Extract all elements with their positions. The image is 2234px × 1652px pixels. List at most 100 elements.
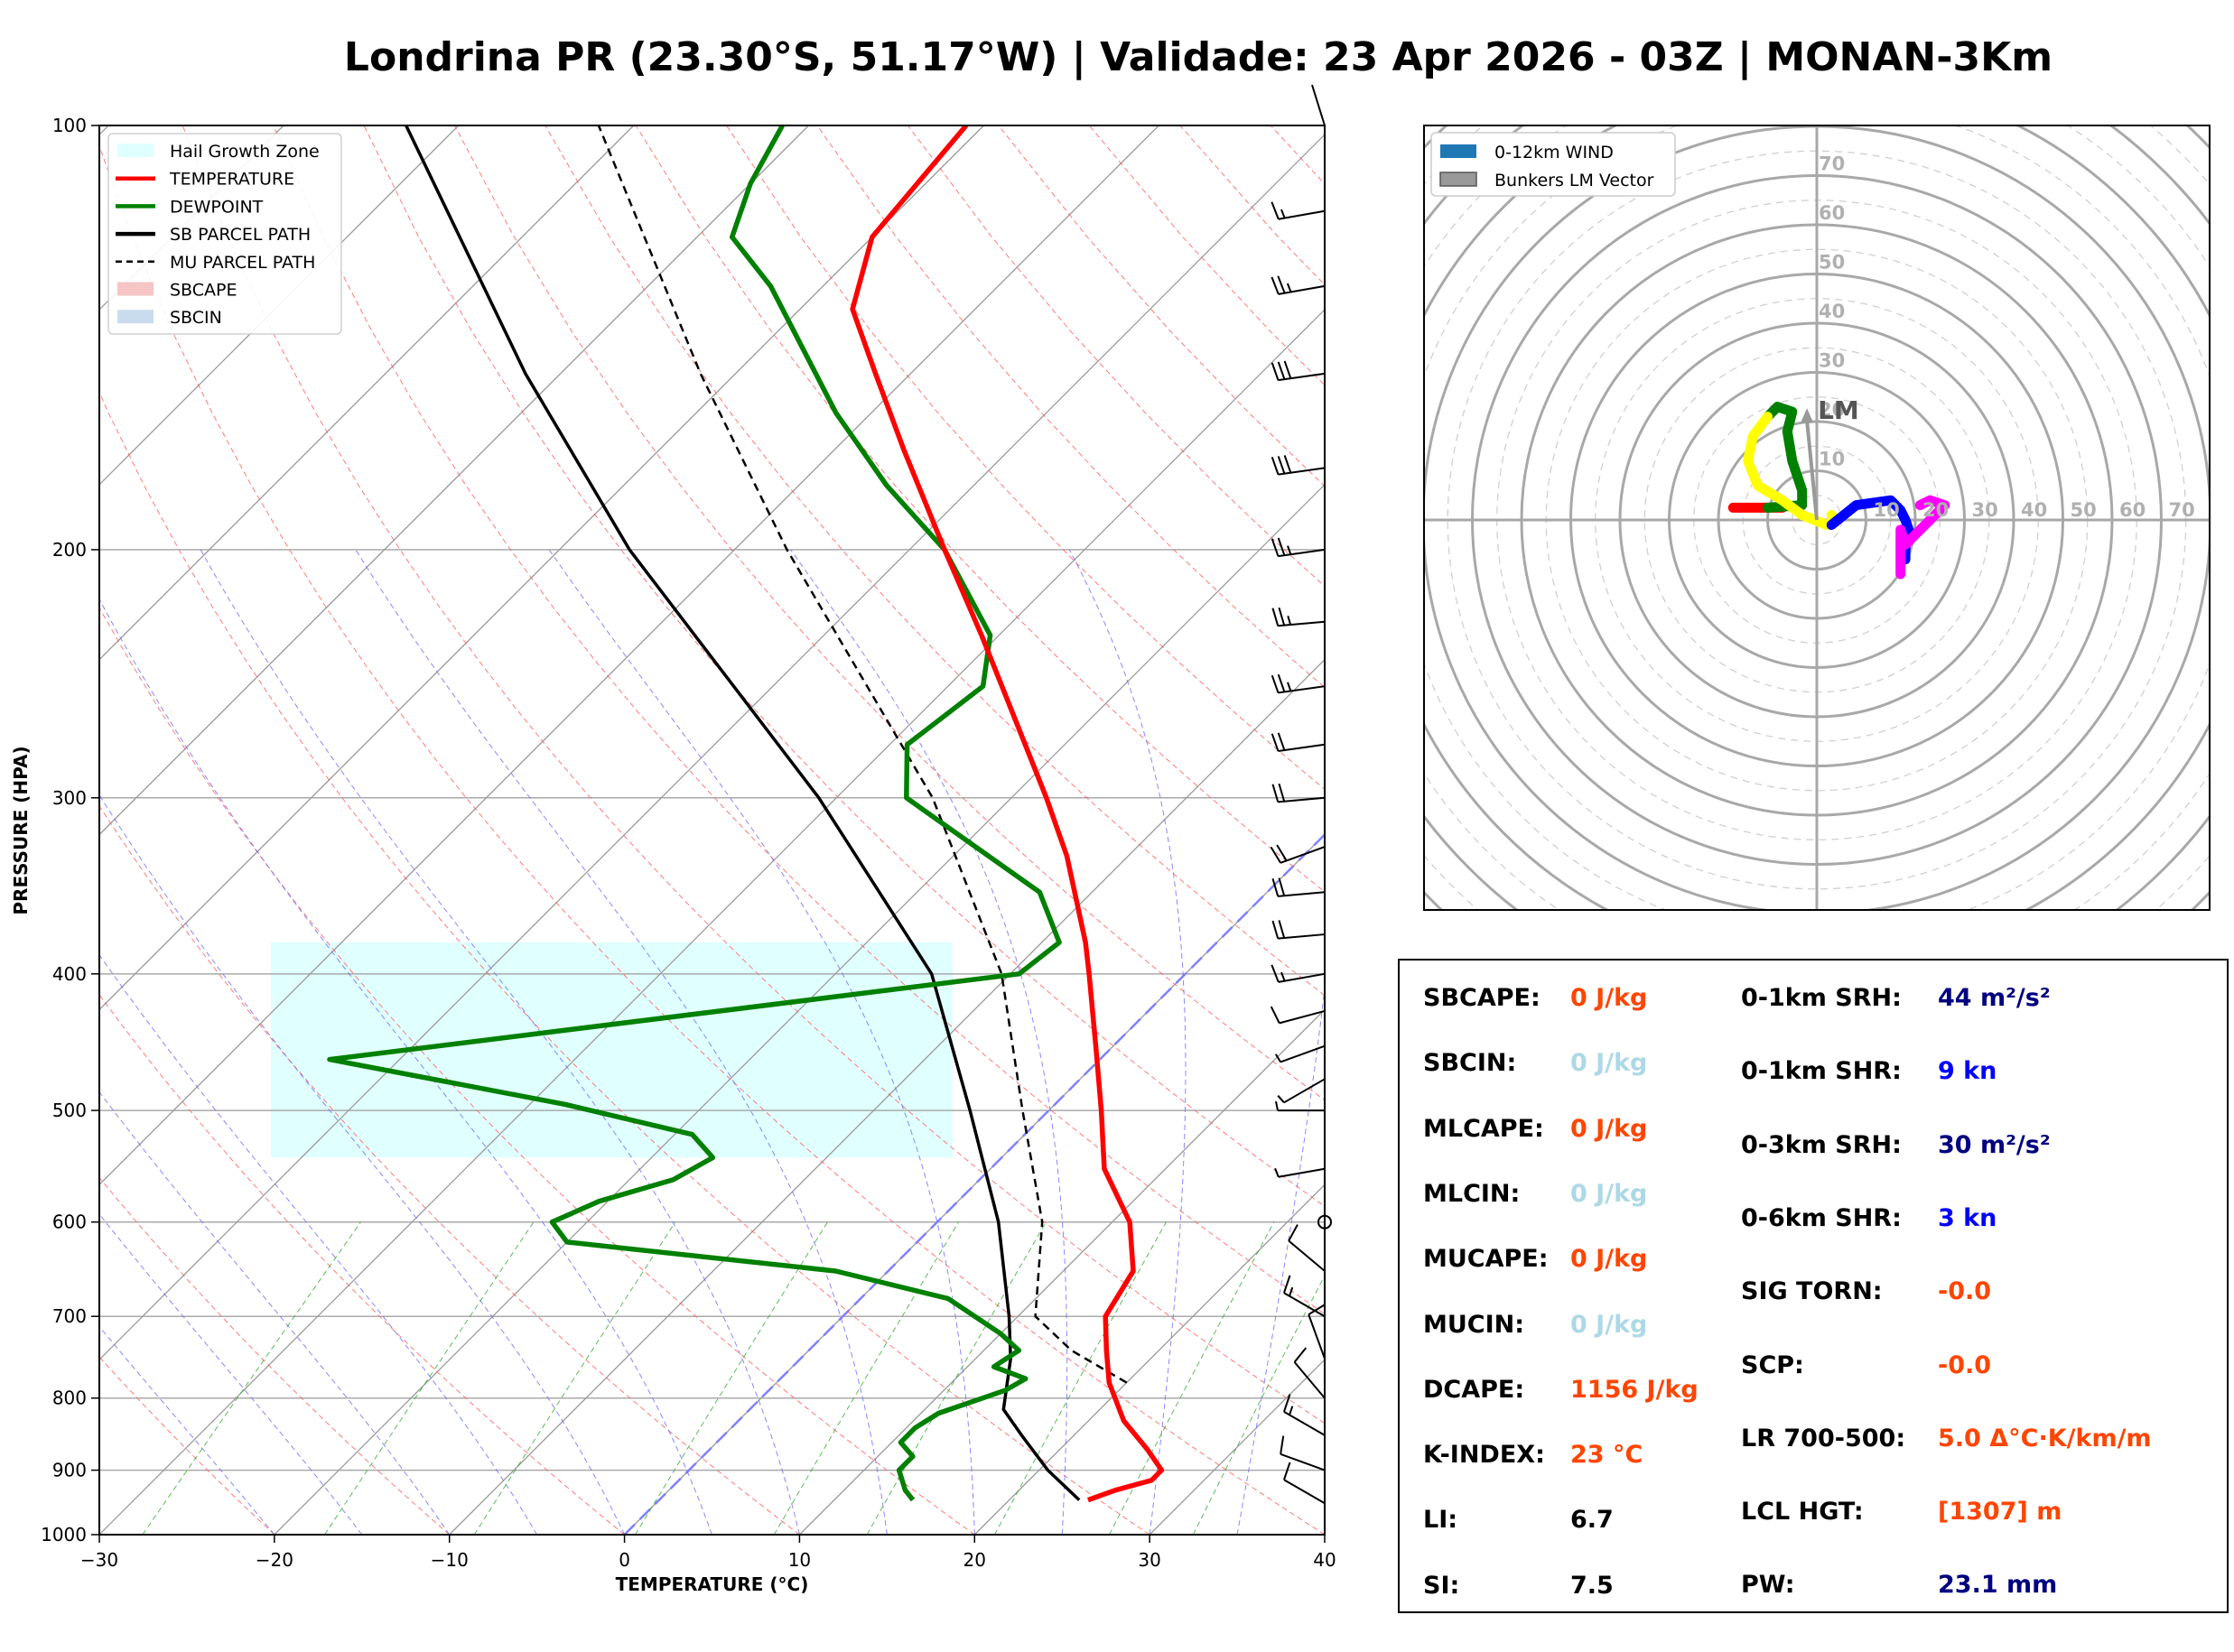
hodograph: 10 10 20 20 30 30 40 40 50 50 60 60 70 70 LM 0-12km WIN… — [1251, 0, 2234, 1086]
isotherm-line — [99, 125, 1159, 1186]
isotherm-line — [274, 483, 1325, 1535]
dry-adiabat — [453, 125, 1325, 1101]
moist-adiabat — [99, 953, 538, 1535]
wind-barb — [1277, 1078, 1326, 1104]
hodograph-ring-label: 30 — [1819, 350, 1845, 372]
index-value: 9 kn — [1938, 1057, 1997, 1086]
index-row: MUCIN: 0 J/kg — [1423, 1311, 1647, 1339]
barb-flag — [1270, 846, 1281, 864]
index-row: 0-6km SHR: 3 kn — [1741, 1203, 1997, 1232]
barb-staff — [1278, 284, 1326, 295]
barb-flag — [1283, 1275, 1291, 1294]
wind-barb — [1283, 1462, 1326, 1505]
index-row: SI: 7.5 — [1423, 1572, 1614, 1600]
x-axis-label: TEMPERATURE (°C) — [616, 1573, 809, 1595]
index-value: 30 m²/s² — [1938, 1130, 2051, 1159]
wind-barb — [1271, 537, 1326, 558]
isotherm-line — [99, 125, 984, 1011]
index-row: SIG TORN: -0.0 — [1741, 1277, 1991, 1306]
index-value: 0 J/kg — [1570, 1310, 1648, 1339]
barb-flag — [1271, 920, 1280, 939]
freezing-isotherm — [623, 832, 1325, 1535]
barb-flag — [1277, 732, 1286, 751]
index-label: SIG TORN: — [1741, 1277, 1883, 1306]
calm-wind-circle — [1317, 1214, 1332, 1230]
skewt-legend: Hail Growth Zone TEMPERATURE DEWPOINT SB PA… — [107, 133, 342, 335]
barb-half-flag — [1274, 1167, 1280, 1178]
barb-half-flag — [1286, 283, 1292, 292]
index-label: MLCAPE: — [1423, 1114, 1544, 1143]
index-value: -0.0 — [1938, 1350, 1992, 1379]
dry-adiabat — [273, 125, 1325, 1315]
moist-adiabat — [99, 1213, 363, 1535]
index-value: 23 °C — [1570, 1441, 1643, 1470]
mixing-ratio-line — [1192, 1275, 1325, 1535]
barb-flag — [1278, 877, 1286, 896]
legend-label: SB PARCEL PATH — [170, 225, 311, 245]
y-tick-label: 600 — [52, 1211, 87, 1233]
moist-adiabat — [99, 794, 626, 1535]
x-tick-label: 10 — [788, 1549, 811, 1571]
barb-flag — [1277, 361, 1286, 380]
barb-staff — [1278, 891, 1326, 897]
hodograph-ring-label: 60 — [1819, 202, 1845, 224]
barb-staff — [1283, 1078, 1326, 1104]
wind-barb — [1271, 607, 1326, 627]
wind-barb — [1271, 360, 1326, 382]
barb-staff — [1280, 846, 1326, 864]
barb-flag — [1278, 920, 1286, 939]
barb-flag — [1271, 538, 1280, 557]
legend-label: SBCIN — [170, 308, 222, 328]
barb-staff — [1278, 467, 1326, 476]
barb-half-flag — [1274, 1053, 1281, 1063]
hodograph-ring-label: 70 — [2169, 499, 2195, 521]
barb-flag — [1278, 607, 1286, 626]
hodograph-trace — [1763, 402, 1808, 513]
moist-adiabat — [99, 1325, 275, 1535]
legend-box — [1430, 132, 1676, 197]
barb-staff — [1278, 548, 1326, 558]
barb-flag — [1271, 608, 1280, 626]
wind-barb — [1271, 732, 1326, 753]
y-tick-label: 200 — [52, 539, 87, 561]
index-value: 0 J/kg — [1570, 984, 1648, 1012]
dry-adiabat — [99, 607, 975, 1535]
index-value: 0 J/kg — [1570, 1114, 1648, 1143]
x-tick-label: 40 — [1313, 1549, 1336, 1571]
index-row: K-INDEX: 23 °C — [1423, 1441, 1643, 1469]
barb-flag — [1271, 733, 1280, 752]
index-value: 5.0 Δ°C·K/km/m — [1938, 1424, 2152, 1452]
barb-flag — [1271, 784, 1280, 803]
index-label: LR 700-500: — [1741, 1424, 1906, 1452]
barb-half-flag — [1280, 971, 1286, 981]
index-row: MUCAPE: 0 J/kg — [1423, 1245, 1647, 1273]
isotherm-line — [973, 1183, 1325, 1535]
index-row: 0-3km SRH: 30 m²/s² — [1741, 1131, 2051, 1159]
dry-adiabat — [99, 805, 800, 1535]
hodograph-ring-label: 60 — [2119, 499, 2146, 521]
index-label: SBCIN: — [1423, 1049, 1517, 1078]
y-tick-label: 100 — [52, 115, 87, 136]
isotherm-line — [99, 134, 1325, 1361]
legend-swatch — [117, 144, 154, 157]
barb-flag — [1293, 1347, 1308, 1363]
hodograph-minor-ring — [1251, 0, 2234, 1086]
moist-adiabat — [1236, 984, 1325, 1535]
legend-box — [107, 133, 342, 335]
isotherm-line — [449, 658, 1325, 1535]
legend-label: DEWPOINT — [170, 197, 264, 217]
y-tick-label: 300 — [52, 787, 87, 809]
wind-barb — [1271, 673, 1326, 694]
x-tick-label: −20 — [256, 1549, 293, 1571]
index-row: LR 700-500: 5.0 Δ°C·K/km/m — [1741, 1424, 2152, 1452]
index-label: SCP: — [1741, 1350, 1804, 1379]
barb-flag — [1276, 844, 1288, 861]
mixing-ratio-line — [773, 1221, 960, 1535]
index-value: [1307] m — [1938, 1498, 2062, 1527]
isotherm-line — [99, 309, 1325, 1535]
barb-flag — [1271, 964, 1280, 983]
wind-barb — [1271, 455, 1326, 476]
barb-flag — [1277, 673, 1286, 692]
index-label: 0-6km SHR: — [1741, 1203, 1902, 1232]
